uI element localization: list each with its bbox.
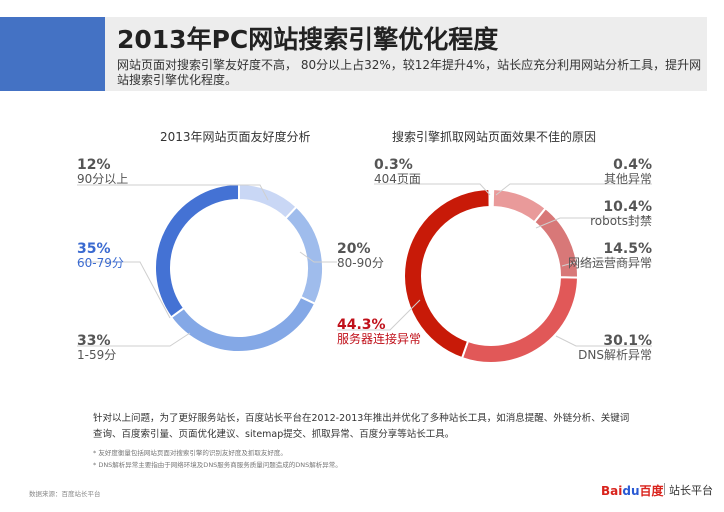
page-title: 2013年PC网站搜索引擎优化程度 bbox=[117, 25, 499, 54]
page-subtitle: 网站页面对搜索引擎友好度不高， 80分以上占32%，较12年提升4%，站长应充分… bbox=[117, 58, 702, 87]
leader-line-dns bbox=[555, 335, 652, 347]
leader-line-server bbox=[337, 299, 421, 331]
leader-line-other bbox=[495, 183, 652, 196]
left-slice-60-79分 bbox=[154, 182, 240, 319]
label-90-plus-pct: 12% bbox=[77, 157, 111, 173]
label-1-59-cat: 1-59分 bbox=[77, 348, 117, 362]
label-dns: 30.1% DNS解析异常 bbox=[578, 334, 652, 362]
label-1-59: 33% 1-59分 bbox=[77, 334, 116, 362]
label-dns-cat: DNS解析异常 bbox=[578, 348, 652, 362]
tools-note: 针对以上问题，为了更好服务站长，百度站长平台在2012-2013年推出并优化了多… bbox=[93, 413, 630, 440]
leader-line-isp bbox=[561, 261, 652, 267]
leader-line-404 bbox=[374, 183, 491, 196]
logo-bai: Bai bbox=[601, 484, 623, 498]
header-accent-bar bbox=[0, 17, 105, 91]
footnote-dns: * DNS解析异常主要指由于网络环境及DNS服务商服务质量问题造成的DNS解析异… bbox=[93, 461, 342, 469]
label-80-90-pct: 20% bbox=[337, 241, 371, 257]
label-other-pct: 0.4% bbox=[613, 157, 652, 173]
label-404: 0.3% 404页面 bbox=[374, 158, 421, 186]
label-404-cat: 404页面 bbox=[374, 172, 421, 186]
label-robots-pct: 10.4% bbox=[603, 199, 652, 215]
platform-name: 站长平台 bbox=[669, 484, 713, 497]
right-donut bbox=[403, 187, 580, 364]
header-band bbox=[105, 17, 707, 91]
label-isp-pct: 14.5% bbox=[603, 241, 652, 257]
label-80-90-cat: 80-90分 bbox=[337, 256, 384, 270]
right-slice-404页面 bbox=[488, 187, 492, 209]
leader-line-60-79 bbox=[77, 261, 171, 319]
label-server-cat: 服务器连接异常 bbox=[337, 332, 422, 346]
baidu-logo: Baidu百度 bbox=[601, 482, 664, 499]
logo-cn: 百度 bbox=[639, 484, 664, 498]
leader-line-robots bbox=[535, 217, 652, 229]
label-60-79: 35% 60-79分 bbox=[77, 242, 124, 270]
left-chart-title: 2013年网站页面友好度分析 bbox=[160, 130, 311, 144]
label-isp-cat: 网络运营商异常 bbox=[567, 256, 652, 270]
label-dns-pct: 30.1% bbox=[603, 333, 652, 349]
leader-line-1-59 bbox=[77, 332, 191, 347]
label-1-59-pct: 33% bbox=[77, 333, 111, 349]
label-80-90: 20% 80-90分 bbox=[337, 242, 384, 270]
label-server: 44.3% 服务器连接异常 bbox=[337, 318, 421, 346]
label-other-cat: 其他异常 bbox=[603, 172, 652, 186]
label-server-pct: 44.3% bbox=[337, 317, 386, 333]
label-60-79-cat: 60-79分 bbox=[77, 256, 124, 270]
label-90-plus: 12% 90分以上 bbox=[77, 158, 128, 186]
logo-paw: du bbox=[622, 484, 640, 498]
label-90-plus-cat: 90分以上 bbox=[77, 172, 129, 186]
leader-line-80-90 bbox=[299, 251, 337, 263]
left-donut bbox=[154, 182, 324, 353]
footnote-friendliness: * 友好度衡量包括网站页面对搜索引擎的识别友好度及抓取友好度。 bbox=[93, 449, 287, 457]
label-robots-cat: robots封禁 bbox=[590, 214, 652, 228]
left-slice-90分以上 bbox=[238, 182, 298, 220]
left-slice-1-59分 bbox=[169, 295, 317, 353]
label-robots: 10.4% robots封禁 bbox=[590, 200, 652, 228]
label-other: 0.4% 其他异常 bbox=[604, 158, 652, 186]
right-chart-title: 搜索引擎抓取网站页面效果不佳的原因 bbox=[392, 130, 597, 144]
label-60-79-pct: 35% bbox=[77, 241, 111, 257]
label-isp: 14.5% 网络运营商异常 bbox=[568, 242, 652, 270]
right-slice-DNS解析异常 bbox=[460, 276, 580, 364]
data-source: 数据来源：百度站长平台 bbox=[29, 490, 101, 498]
leader-line-90-plus bbox=[77, 184, 269, 201]
leader-lines bbox=[77, 183, 652, 347]
logo-divider bbox=[664, 483, 665, 495]
label-404-pct: 0.3% bbox=[374, 157, 413, 173]
